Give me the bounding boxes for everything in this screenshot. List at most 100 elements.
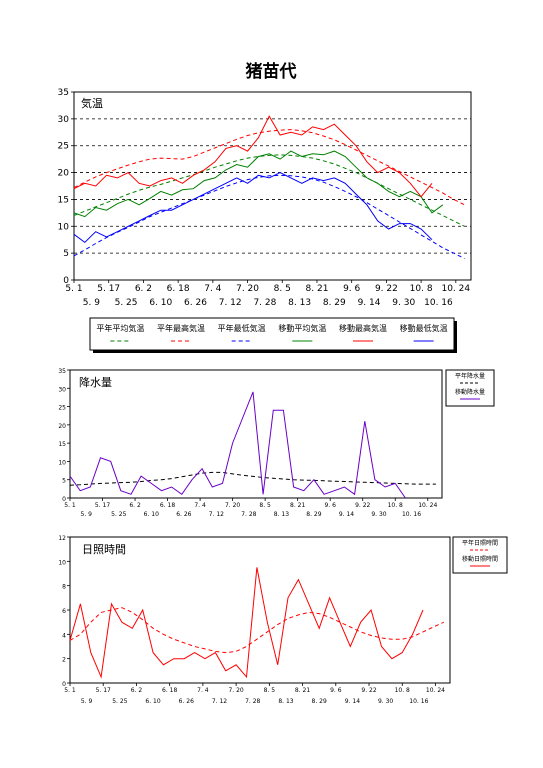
y-tick-label: 5 <box>63 249 69 259</box>
legend-label: 移動平均気温 <box>278 323 326 333</box>
legend-label: 平年平均気温 <box>96 323 144 333</box>
y-tick-label: 8 <box>62 584 66 591</box>
x-tick-label: 10. 8 <box>388 502 403 509</box>
legend-label: 平年最低気温 <box>218 323 266 333</box>
x-tick-label: 5. 17 <box>96 687 111 694</box>
y-tick-label: 20 <box>58 423 66 430</box>
legend-label: 平年最高気温 <box>157 323 205 333</box>
x-tick-label: 5. 25 <box>112 698 127 705</box>
y-tick-label: 25 <box>58 405 66 412</box>
x-tick-label: 8. 13 <box>274 511 289 518</box>
x-tick-label: 6. 18 <box>167 284 190 294</box>
x-tick-label: 9. 6 <box>343 284 360 294</box>
x-tick-label: 9. 6 <box>330 687 342 694</box>
x-tick-label: 8. 5 <box>264 687 276 694</box>
series-line-6 <box>73 172 433 244</box>
x-tick-label: 5. 1 <box>64 687 76 694</box>
chart-panel-1: 0 5 10 15 20 25 30 35 5. 1 5. 17 6. 2 6. 18 7. 4 7. 2… <box>58 88 472 353</box>
x-tick-label: 9. 30 <box>378 698 393 705</box>
x-tick-label: 6. 18 <box>162 687 177 694</box>
x-tick-label: 10. 16 <box>424 298 453 308</box>
x-tick-label: 9. 14 <box>339 511 354 518</box>
x-tick-label: 8. 21 <box>295 687 310 694</box>
x-tick-label: 10. 8 <box>410 284 433 294</box>
series-line-2 <box>69 567 424 679</box>
y-tick-label: 30 <box>58 386 66 393</box>
x-tick-label: 8. 29 <box>306 511 321 518</box>
x-tick-label: 6. 2 <box>131 687 143 694</box>
x-tick-label: 7. 4 <box>197 687 209 694</box>
x-tick-label: 10. 16 <box>402 511 421 518</box>
y-tick-label: 0 <box>63 276 69 286</box>
x-tick-label: 8. 29 <box>323 298 346 308</box>
x-tick-label: 6. 10 <box>145 698 160 705</box>
series-line-1 <box>69 607 445 654</box>
x-tick-label: 6. 2 <box>135 284 152 294</box>
y-tick-label: 15 <box>58 195 69 205</box>
chart-title: 猪苗代 <box>246 61 297 82</box>
x-tick-label: 7. 12 <box>219 298 242 308</box>
series-line-2 <box>69 391 406 499</box>
panel-label: 日照時間 <box>82 543 126 556</box>
x-tick-label: 7. 28 <box>241 511 256 518</box>
series-line-1 <box>73 154 465 227</box>
x-tick-label: 9. 6 <box>324 502 336 509</box>
legend-label: 移動最低気温 <box>400 323 448 333</box>
x-tick-label: 9. 14 <box>345 698 360 705</box>
x-tick-label: 5. 9 <box>83 298 100 308</box>
series-line-2 <box>73 129 465 206</box>
y-tick-label: 35 <box>58 368 66 375</box>
x-tick-label: 7. 4 <box>194 502 206 509</box>
legend-box <box>89 317 455 351</box>
x-tick-label: 5. 25 <box>115 298 138 308</box>
x-tick-label: 8. 5 <box>274 284 291 294</box>
x-tick-label: 7. 28 <box>253 298 276 308</box>
x-tick-label: 9. 22 <box>361 687 376 694</box>
x-tick-label: 7. 12 <box>212 698 227 705</box>
chart-panel-2: 0 5 10 15 20 25 30 35 5. 1 5. 17 6. 2 6. 18 7. 4 7. 2… <box>58 368 495 518</box>
series-line-4 <box>73 150 444 218</box>
plot-frame <box>69 369 443 499</box>
x-tick-label: 9. 30 <box>392 298 415 308</box>
x-tick-label: 9. 30 <box>371 511 386 518</box>
x-tick-label: 7. 20 <box>228 687 243 694</box>
y-tick-label: 5 <box>62 478 66 485</box>
series-line-1 <box>69 471 436 486</box>
panel-label: 気温 <box>81 96 103 110</box>
x-tick-label: 8. 21 <box>290 502 305 509</box>
series-line-3 <box>73 174 465 259</box>
x-tick-label: 8. 29 <box>312 698 327 705</box>
y-tick-label: 2 <box>62 657 66 664</box>
x-tick-label: 6. 26 <box>184 298 207 308</box>
series-line-5 <box>73 115 433 198</box>
x-tick-label: 5. 25 <box>111 511 126 518</box>
x-tick-label: 9. 14 <box>358 298 381 308</box>
x-tick-label: 6. 26 <box>176 511 191 518</box>
y-tick-label: 35 <box>58 88 69 98</box>
panel-label: 降水量 <box>79 375 112 389</box>
legend-box <box>445 369 495 407</box>
x-tick-label: 10. 24 <box>418 502 437 509</box>
x-tick-label: 5. 9 <box>81 698 93 705</box>
x-tick-label: 7. 20 <box>236 284 259 294</box>
legend-label: 移動降水量 <box>455 388 485 396</box>
y-tick-label: 12 <box>58 535 66 542</box>
y-tick-label: 10 <box>58 559 66 566</box>
x-tick-label: 7. 28 <box>245 698 260 705</box>
y-tick-label: 25 <box>58 142 69 152</box>
legend-box <box>452 536 508 574</box>
x-tick-label: 6. 26 <box>179 698 194 705</box>
legend-label: 移動最高気温 <box>339 323 387 333</box>
y-tick-label: 10 <box>58 459 66 466</box>
x-tick-label: 5. 1 <box>64 502 76 509</box>
y-tick-label: 4 <box>62 632 66 639</box>
plot-frame <box>69 536 451 684</box>
x-tick-label: 6. 2 <box>129 502 141 509</box>
x-tick-label: 9. 22 <box>375 284 398 294</box>
plot-frame <box>73 91 472 281</box>
y-tick-label: 0 <box>62 681 66 688</box>
x-tick-label: 10. 8 <box>395 687 410 694</box>
x-tick-label: 8. 21 <box>306 284 329 294</box>
legend-label: 移動日照時間 <box>462 555 498 563</box>
